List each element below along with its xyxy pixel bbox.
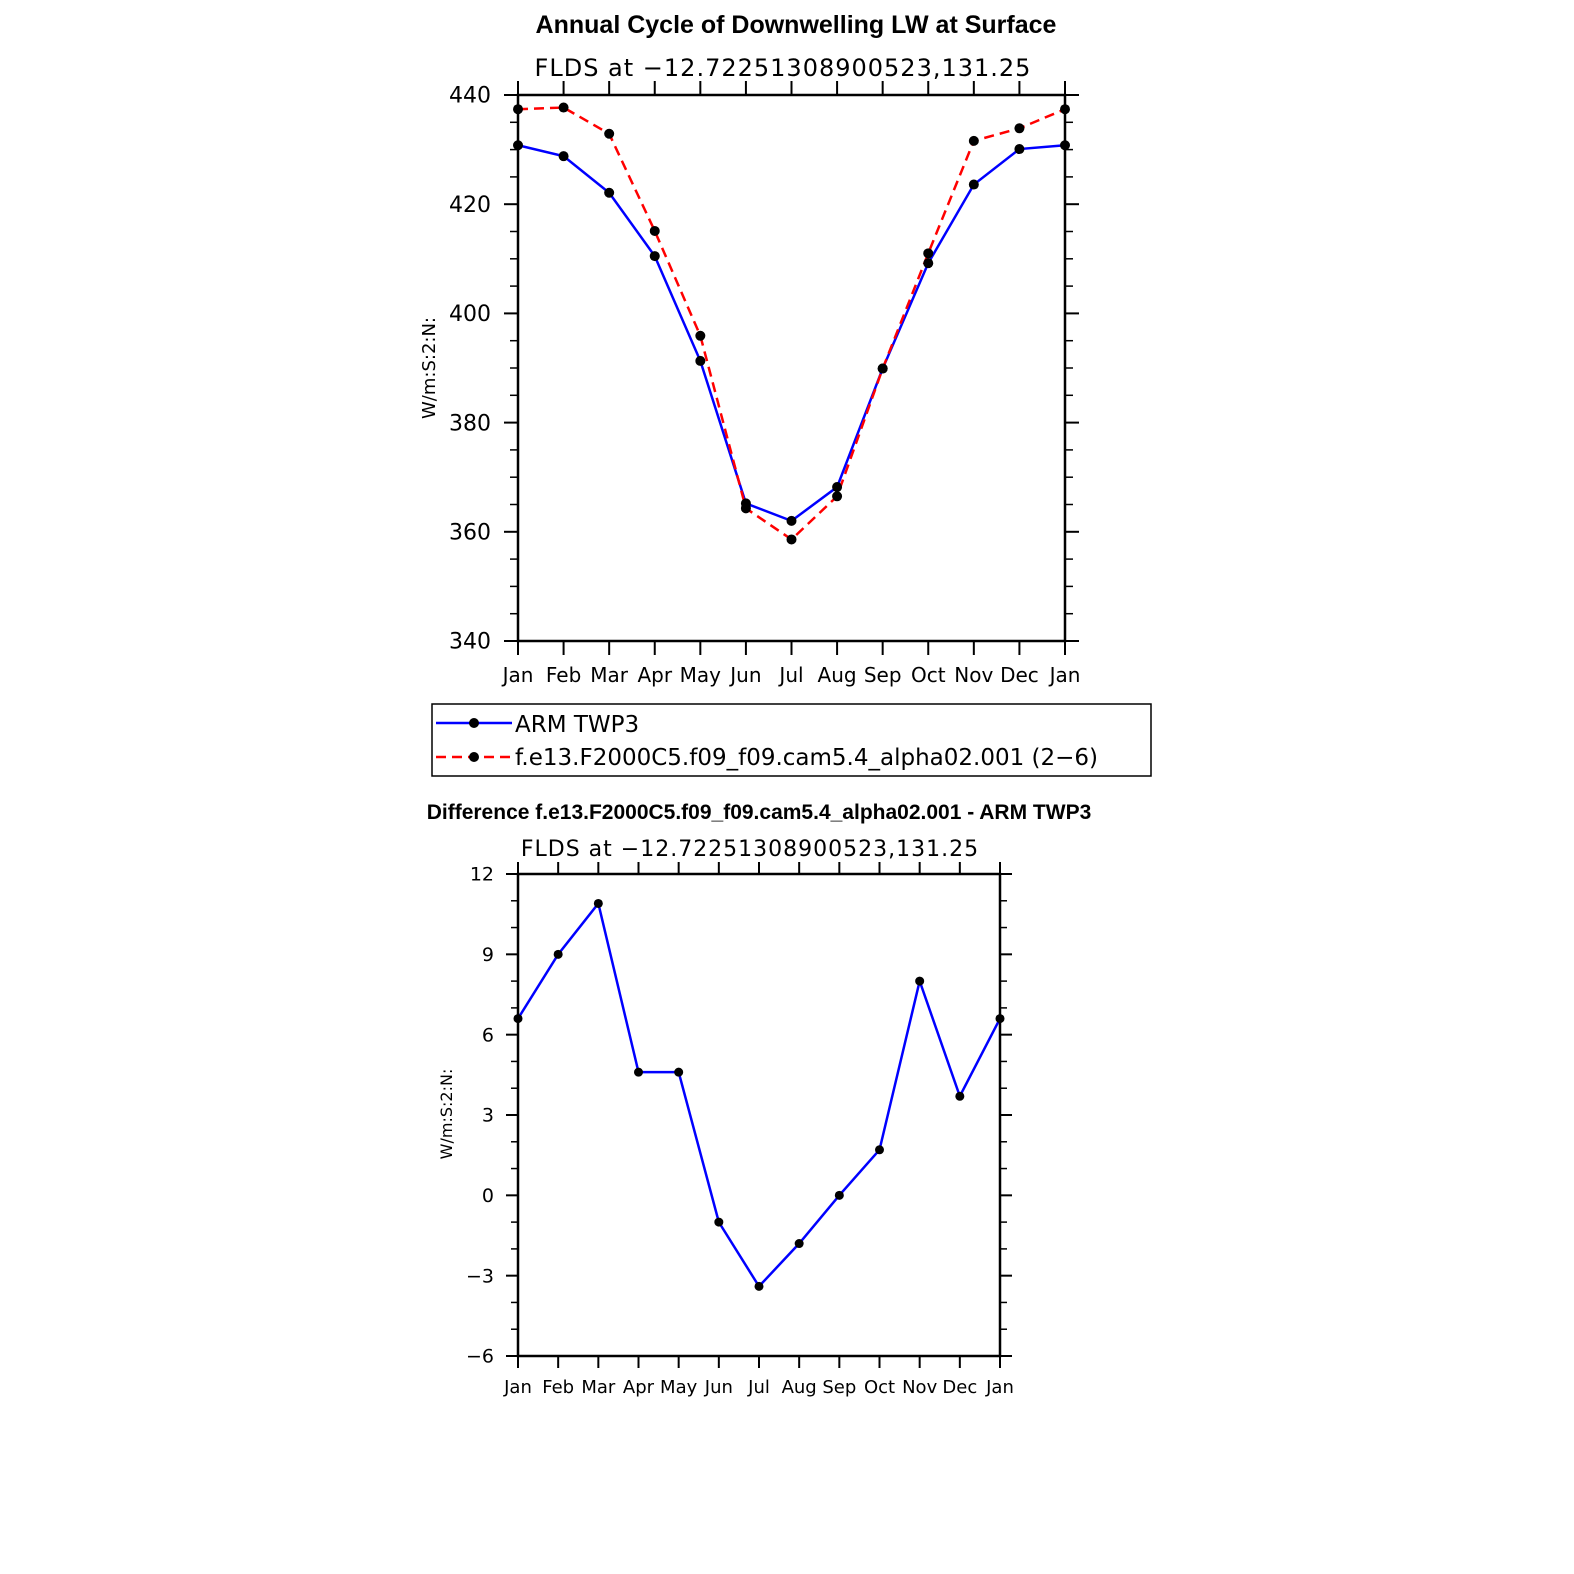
series-0-point [1014, 144, 1025, 155]
series-0-point [786, 515, 797, 526]
series-0-point [915, 976, 925, 986]
x-tick-label: Jan [501, 663, 534, 687]
y-tick-label: 0 [482, 1185, 494, 1207]
series-1-point [604, 128, 615, 139]
chart1-legend: ARM TWP3 f.e13.F2000C5.f09_f09.cam5.4_al… [431, 703, 1152, 777]
legend-label-arm: ARM TWP3 [515, 712, 639, 738]
x-tick-label: Feb [542, 1377, 574, 1398]
chart2-y-tick-labels: −6 −3 0 3 6 9 12 [466, 864, 494, 1368]
x-tick-label: Jan [1048, 663, 1081, 687]
chart2-series [513, 898, 1005, 1291]
chart2-plot-frame [516, 872, 1002, 1358]
chart1-title: Annual Cycle of Downwelling LW at Surfac… [536, 11, 1057, 39]
y-tick-label: 9 [482, 944, 494, 966]
x-tick-label: Jul [777, 663, 803, 687]
chart2-y-axis-label: W/m:S:2:N: [437, 1069, 456, 1160]
legend-marker-model [469, 752, 479, 762]
x-tick-label: Apr [623, 1377, 655, 1398]
series-0-point [754, 1281, 764, 1291]
x-tick-label: Jan [503, 1377, 532, 1398]
chart1-x-tick-labels: Jan Feb Mar Apr May Jun Jul Aug Sep Oct Nov Dec Jan [501, 663, 1081, 687]
y-tick-label: −3 [466, 1265, 494, 1287]
chart1-plot-frame [516, 93, 1067, 643]
x-tick-label: Jun [728, 663, 761, 687]
series-1-point [786, 534, 797, 545]
series-1-point [1014, 123, 1025, 134]
series-0-point [674, 1067, 684, 1077]
series-line-1 [517, 106, 1066, 542]
x-tick-label: Jun [704, 1377, 733, 1398]
x-tick-label: May [660, 1377, 698, 1398]
legend-box [431, 703, 1152, 777]
y-tick-label: −6 [466, 1346, 494, 1368]
x-tick-label: Jul [747, 1377, 770, 1398]
series-0-point [875, 1145, 884, 1155]
y-tick-label: 380 [449, 411, 491, 436]
series-0-point [634, 1067, 643, 1077]
y-tick-label: 420 [449, 193, 491, 218]
chart2-x-tick-labels: Jan Feb Mar Apr May Jun Jul Aug Sep Oct Nov Dec Jan [503, 1377, 1014, 1398]
chart1-ticks [504, 81, 1079, 655]
legend-marker-arm [469, 718, 479, 728]
x-tick-label: Apr [637, 663, 672, 687]
x-tick-label: Mar [581, 1377, 616, 1398]
x-tick-label: Dec [1000, 663, 1039, 687]
x-tick-label: Sep [822, 1377, 856, 1398]
series-0-point [794, 1239, 804, 1249]
series-0-point [834, 1190, 844, 1200]
series-1-point [877, 363, 888, 374]
chart1-subtitle: FLDS at −12.72251308900523,131.25 [535, 54, 1032, 82]
series-0-point [955, 1091, 965, 1101]
series-1-point [649, 225, 660, 236]
chart2-ticks [506, 862, 1012, 1368]
series-1-point [558, 102, 569, 113]
y-tick-label: 12 [470, 864, 494, 886]
y-tick-label: 360 [449, 521, 491, 546]
chart1-series [513, 102, 1070, 545]
series-0-point [714, 1217, 724, 1227]
x-tick-label: Nov [954, 663, 993, 687]
difference-chart: Difference f.e13.F2000C5.f09_f09.cam5.4_… [427, 801, 1092, 1398]
x-tick-label: Aug [818, 663, 857, 687]
chart2-subtitle: FLDS at −12.72251308900523,131.25 [521, 837, 979, 862]
x-tick-label: Mar [590, 663, 629, 687]
chart1-y-tick-labels: 340 360 380 400 420 440 [449, 84, 491, 655]
series-0-point [593, 898, 603, 908]
series-1-point [740, 503, 751, 514]
x-tick-label: Nov [902, 1377, 937, 1398]
series-0-point [558, 151, 569, 162]
series-1-point [832, 491, 843, 502]
x-tick-label: Dec [942, 1377, 977, 1398]
series-0-point [649, 251, 660, 262]
series-line-0 [517, 143, 1066, 523]
x-tick-label: Jan [985, 1377, 1014, 1398]
legend-label-model: f.e13.F2000C5.f09_f09.cam5.4_alpha02.001… [515, 745, 1098, 771]
series-0-point [923, 258, 934, 269]
x-tick-label: Aug [782, 1377, 817, 1398]
x-tick-label: Oct [864, 1377, 895, 1398]
y-tick-label: 340 [449, 630, 491, 655]
series-0-point [553, 949, 563, 959]
chart2-title: Difference f.e13.F2000C5.f09_f09.cam5.4_… [427, 801, 1092, 824]
x-tick-label: May [680, 663, 722, 687]
series-0-point [832, 482, 843, 493]
series-1-point [695, 330, 706, 341]
chart1-y-axis-label: W/m:S:2:N: [419, 317, 440, 419]
x-tick-label: Oct [911, 663, 946, 687]
series-1-point [968, 135, 979, 146]
series-1-point [923, 248, 934, 259]
y-tick-label: 440 [449, 84, 491, 109]
series-0-point [604, 187, 615, 198]
x-tick-label: Sep [864, 663, 902, 687]
y-tick-label: 3 [482, 1105, 494, 1127]
annual-cycle-chart: Annual Cycle of Downwelling LW at Surfac… [419, 11, 1152, 777]
y-tick-label: 400 [449, 302, 491, 327]
x-tick-label: Feb [546, 663, 581, 687]
series-0-point [695, 355, 706, 366]
series-line-0 [516, 900, 1002, 1289]
y-tick-label: 6 [482, 1024, 494, 1046]
series-0-point [968, 179, 979, 190]
